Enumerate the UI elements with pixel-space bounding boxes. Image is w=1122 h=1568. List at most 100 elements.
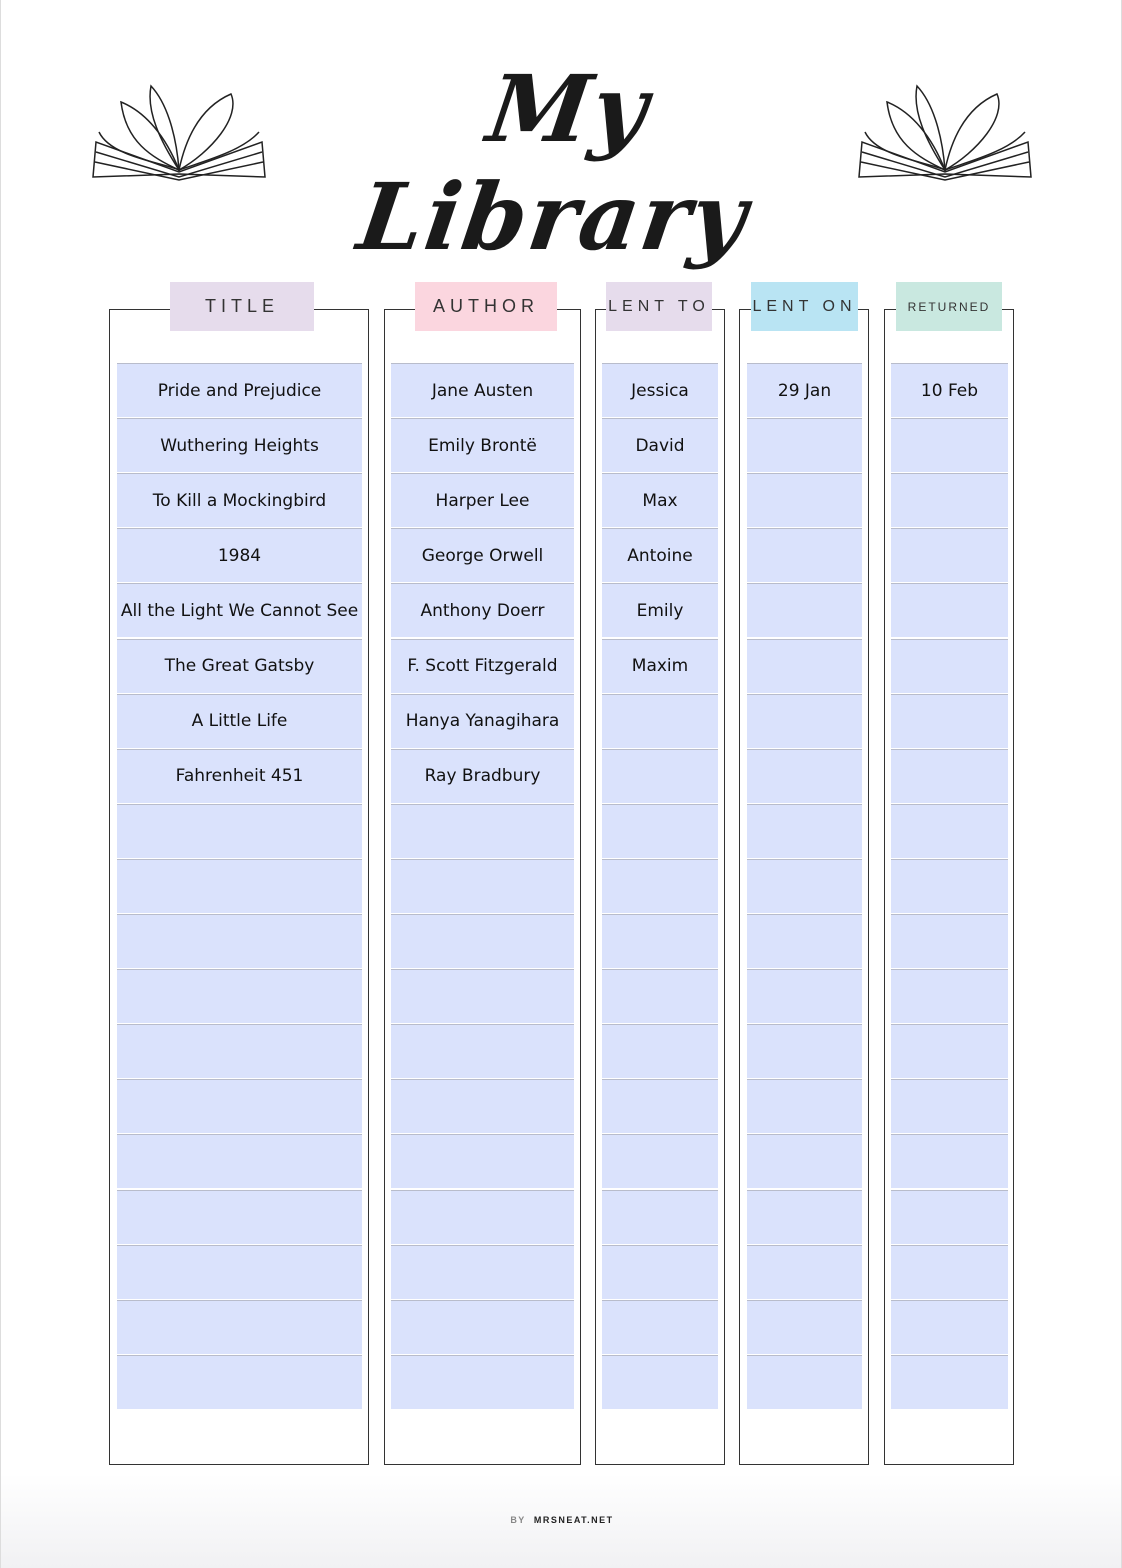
table-cell-lent_to[interactable] [602,803,718,858]
table-cell-returned[interactable] [891,583,1008,638]
table-cell-lent_on[interactable] [747,1354,862,1409]
column-header-lent_on: LENT ON [751,282,858,331]
table-cell-title[interactable] [117,1299,362,1354]
table-cell-returned[interactable] [891,1244,1008,1299]
table-cell-lent_on[interactable] [747,638,862,693]
table-cell-returned[interactable] [891,969,1008,1024]
table-cell-title[interactable]: Wuthering Heights [117,418,362,473]
footer-credit: BY MRSNEAT.NET [1,1515,1121,1525]
table-cell-lent_on[interactable] [747,914,862,968]
table-cell-returned[interactable] [891,1024,1008,1079]
table-cell-lent_on[interactable] [747,1189,862,1244]
table-cell-returned[interactable] [891,858,1008,913]
table-cell-lent_on[interactable] [747,1024,862,1079]
table-cell-lent_on[interactable] [747,528,862,583]
table-cell-lent_on[interactable] [747,418,862,473]
table-cell-author[interactable]: Hanya Yanagihara [391,693,574,748]
table-cell-author[interactable] [391,1189,574,1244]
table-cell-returned[interactable] [891,803,1008,858]
table-cell-title[interactable]: 1984 [117,528,362,583]
table-cell-returned[interactable] [891,638,1008,693]
table-cell-author[interactable] [391,1354,574,1409]
table-cell-lent_to[interactable]: Antoine [602,528,718,583]
table-cell-author[interactable]: Ray Bradbury [391,748,574,803]
table-cell-returned[interactable] [891,1299,1008,1354]
table-cell-returned[interactable] [891,914,1008,968]
table-cell-author[interactable]: Anthony Doerr [391,583,574,638]
table-cell-title[interactable] [117,914,362,968]
table-cell-lent_on[interactable]: 29 Jan [747,363,862,417]
table-cell-title[interactable] [117,803,362,858]
table-cell-author[interactable] [391,969,574,1024]
table-cell-author[interactable] [391,1299,574,1354]
table-cell-author[interactable]: Emily Brontë [391,418,574,473]
table-cell-lent_to[interactable] [602,858,718,913]
table-cell-author[interactable] [391,803,574,858]
table-cell-title[interactable] [117,969,362,1024]
table-cell-lent_on[interactable] [747,1079,862,1134]
table-cell-title[interactable]: Fahrenheit 451 [117,748,362,803]
table-cell-author[interactable] [391,1244,574,1299]
table-cell-lent_to[interactable] [602,693,718,748]
table-cell-title[interactable] [117,1024,362,1079]
table-cell-lent_to[interactable] [602,914,718,968]
table-cell-author[interactable] [391,1134,574,1189]
table-cell-title[interactable] [117,1079,362,1134]
table-cell-lent_to[interactable] [602,748,718,803]
column-header-lent_to: LENT TO [606,282,712,331]
table-cell-author[interactable] [391,914,574,968]
table-cell-lent_to[interactable]: Jessica [602,363,718,417]
table-cell-title[interactable]: A Little Life [117,693,362,748]
table-cell-lent_to[interactable] [602,1024,718,1079]
table-cell-lent_on[interactable] [747,1244,862,1299]
table-cell-author[interactable]: F. Scott Fitzgerald [391,638,574,693]
table-cell-lent_to[interactable]: Max [602,473,718,528]
table-cell-returned[interactable]: 10 Feb [891,363,1008,417]
table-cell-title[interactable] [117,858,362,913]
table-cell-title[interactable] [117,1134,362,1189]
table-cell-lent_on[interactable] [747,803,862,858]
table-cell-lent_to[interactable]: David [602,418,718,473]
table-cell-lent_to[interactable]: Emily [602,583,718,638]
table-cell-lent_on[interactable] [747,583,862,638]
table-cell-lent_to[interactable] [602,1079,718,1134]
table-cell-lent_to[interactable] [602,1244,718,1299]
table-cell-lent_to[interactable] [602,1134,718,1189]
table-cell-returned[interactable] [891,473,1008,528]
table-cell-title[interactable]: To Kill a Mockingbird [117,473,362,528]
table-cell-returned[interactable] [891,418,1008,473]
table-cell-lent_on[interactable] [747,473,862,528]
table-cell-lent_on[interactable] [747,858,862,913]
table-cell-lent_to[interactable] [602,1354,718,1409]
table-cell-author[interactable]: George Orwell [391,528,574,583]
table-cell-lent_on[interactable] [747,693,862,748]
table-cell-title[interactable]: All the Light We Cannot See [117,583,362,638]
table-cell-returned[interactable] [891,748,1008,803]
table-cell-lent_to[interactable] [602,1299,718,1354]
table-cell-returned[interactable] [891,1189,1008,1244]
table-cell-author[interactable]: Jane Austen [391,363,574,417]
table-cell-author[interactable] [391,1079,574,1134]
table-cell-returned[interactable] [891,1134,1008,1189]
table-cell-lent_on[interactable] [747,748,862,803]
table-cell-returned[interactable] [891,1079,1008,1134]
table-cell-title[interactable]: The Great Gatsby [117,638,362,693]
table-cell-lent_to[interactable]: Maxim [602,638,718,693]
table-cell-author[interactable] [391,858,574,913]
table-cell-returned[interactable] [891,528,1008,583]
table-cell-lent_on[interactable] [747,1299,862,1354]
table-cell-lent_to[interactable] [602,969,718,1024]
table-cell-author[interactable]: Harper Lee [391,473,574,528]
table-cell-title[interactable] [117,1244,362,1299]
column-header-title: TITLE [170,282,314,331]
table-cell-lent_on[interactable] [747,969,862,1024]
table-cell-title[interactable] [117,1354,362,1409]
table-cell-lent_to[interactable] [602,1189,718,1244]
table-cell-returned[interactable] [891,1354,1008,1409]
table-cell-author[interactable] [391,1024,574,1079]
table-cell-returned[interactable] [891,693,1008,748]
table-cell-title[interactable]: Pride and Prejudice [117,363,362,417]
table-cell-title[interactable] [117,1189,362,1244]
table-cell-lent_on[interactable] [747,1134,862,1189]
